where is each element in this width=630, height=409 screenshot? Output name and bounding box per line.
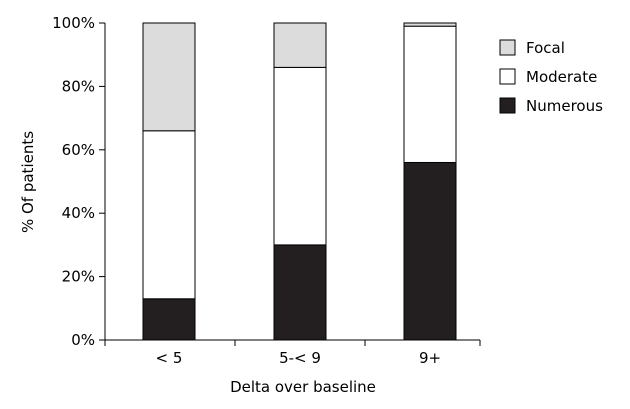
bar-numerous-2 (403, 161, 457, 341)
y-axis-label: % Of patients (19, 131, 37, 233)
legend-swatch-numerous (499, 97, 516, 114)
legend-label-numerous: Numerous (526, 97, 603, 115)
y-tick-label-3: 60% (62, 141, 95, 159)
x-tick-label-2: 9+ (419, 349, 441, 367)
legend-label-focal: Focal (526, 39, 565, 57)
legend: Focal Moderate Numerous (499, 39, 603, 115)
y-tick-label-2: 40% (62, 204, 95, 222)
ticks-layer: 0% 20% 40% 60% 80% 100% < 5 5-< 9 9+ (52, 14, 481, 367)
x-tick-label-1: 5-< 9 (279, 349, 321, 367)
legend-label-moderate: Moderate (526, 68, 597, 86)
bar-moderate-2 (403, 25, 457, 163)
bar-numerous-1 (273, 244, 327, 341)
axes-layer (104, 23, 480, 341)
bar-focal-1 (273, 22, 327, 68)
legend-swatch-focal (499, 39, 516, 56)
bar-moderate-1 (273, 66, 327, 246)
bar-focal-0 (142, 22, 196, 132)
x-tick-label-0: < 5 (156, 349, 183, 367)
bar-numerous-0 (142, 298, 196, 341)
y-tick-label-1: 20% (62, 268, 95, 286)
y-tick-label-0: 0% (71, 331, 95, 349)
x-axis-label: Delta over baseline (230, 378, 376, 396)
y-tick-label-4: 80% (62, 77, 95, 95)
bar-focal-2 (403, 22, 457, 27)
y-tick-label-5: 100% (52, 14, 95, 32)
bars-layer (142, 22, 457, 341)
bar-moderate-0 (142, 130, 196, 300)
legend-swatch-moderate (499, 68, 516, 85)
